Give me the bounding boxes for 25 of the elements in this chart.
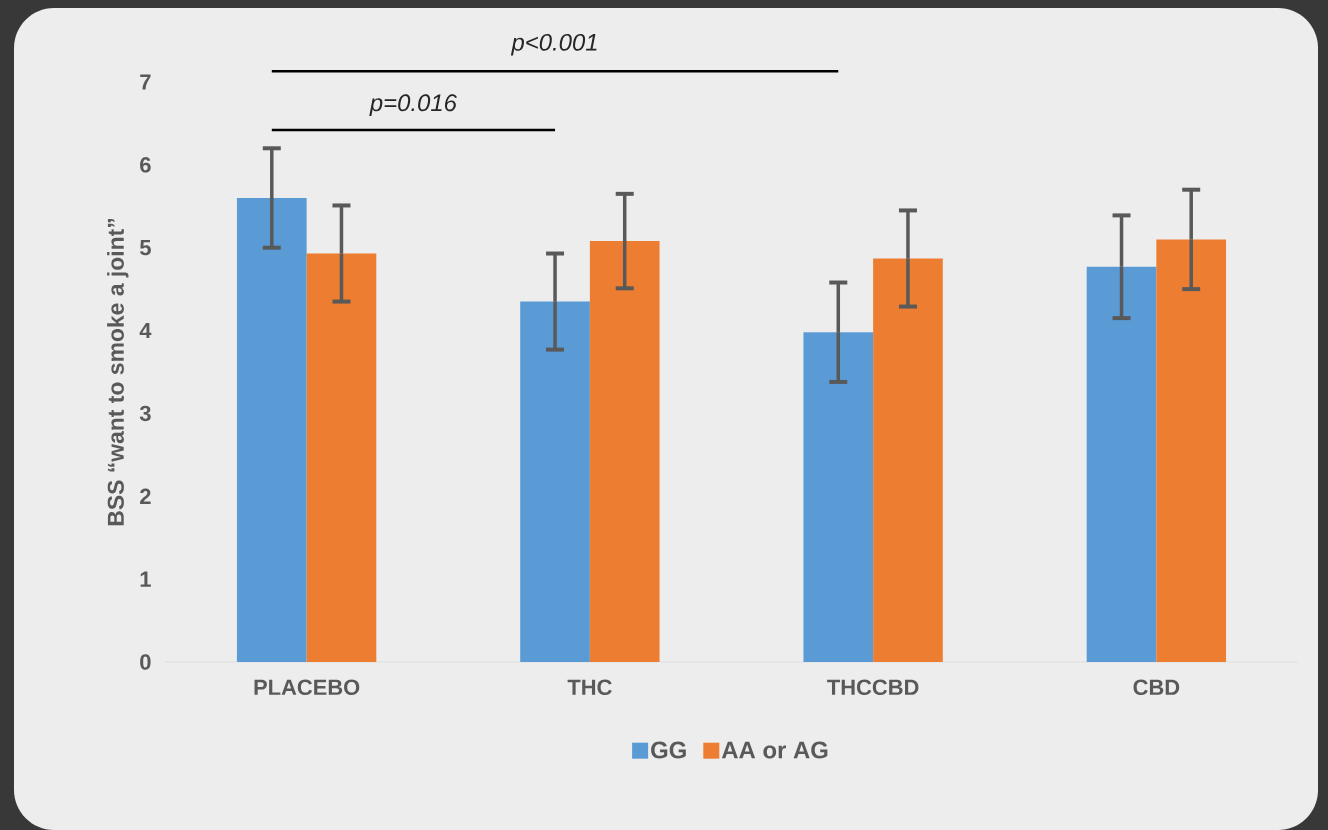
- text: p<0.001: [510, 33, 597, 56]
- bar: [520, 301, 590, 662]
- y-tick-label: 0: [140, 654, 151, 670]
- x-tick-label: THCCBD: [827, 679, 919, 696]
- y-tick-label: 6: [140, 157, 151, 173]
- y-tick-label: 5: [139, 240, 151, 256]
- y-tick-label: 7: [140, 74, 151, 90]
- bar: [1156, 239, 1227, 662]
- bar: [236, 197, 307, 662]
- y-tick-label: 2: [140, 488, 151, 504]
- y-axis-title: BSS “want to smoke a joint”: [107, 218, 129, 526]
- bar: [1086, 266, 1157, 662]
- x-tick-label: CBD: [1133, 679, 1180, 696]
- y-tick-label: 4: [139, 323, 152, 339]
- legend-label: GG: [651, 741, 686, 759]
- bar: [306, 253, 377, 662]
- x-tick-label: PLACEBO: [254, 679, 360, 696]
- y-tick-label: 1: [140, 571, 151, 587]
- annotation: p=0.016: [369, 94, 457, 117]
- x-tick-label: THC: [567, 679, 612, 696]
- bar: [589, 241, 660, 662]
- bar: [803, 332, 874, 662]
- y-tick-label: 3: [139, 405, 151, 422]
- legend-label: AA or AG: [721, 741, 828, 759]
- bar: [873, 258, 943, 662]
